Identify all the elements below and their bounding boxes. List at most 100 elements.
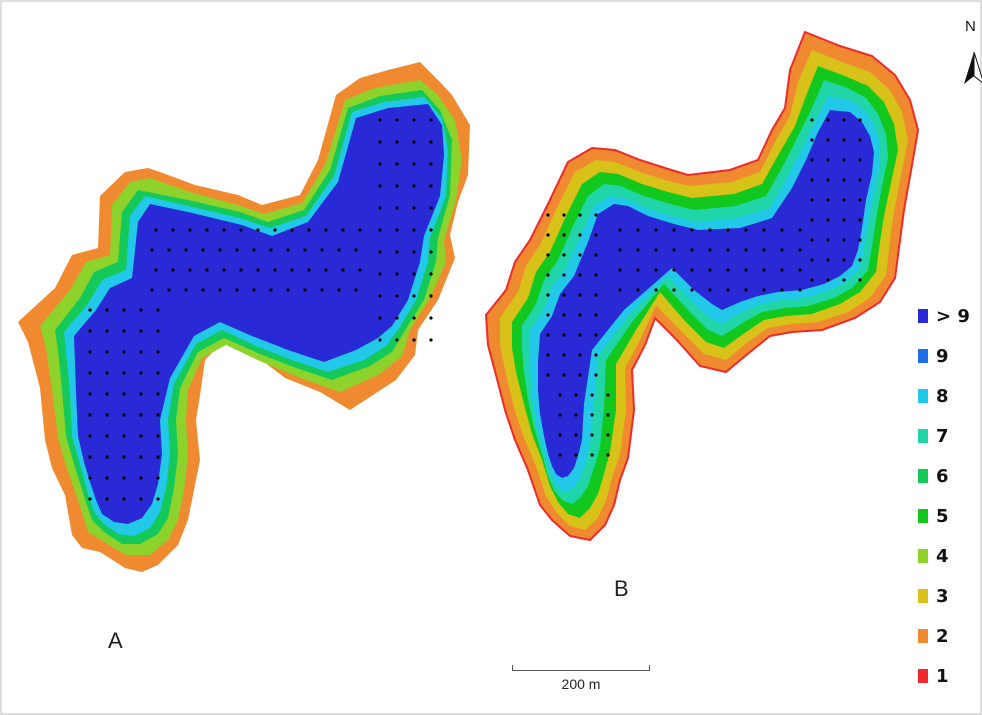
sample-point — [256, 228, 260, 232]
sample-point — [810, 238, 814, 242]
sample-point — [594, 233, 598, 237]
sample-point — [606, 413, 610, 417]
sample-point — [139, 392, 143, 396]
sample-point — [708, 228, 712, 232]
sample-point — [378, 228, 382, 232]
sample-point — [842, 238, 846, 242]
sample-point — [429, 294, 433, 298]
sample-point — [654, 268, 658, 272]
sample-point — [139, 413, 143, 417]
sample-point — [546, 353, 550, 357]
sample-point — [780, 268, 784, 272]
sample-point — [88, 434, 92, 438]
sample-point — [842, 278, 846, 282]
sample-point — [378, 118, 382, 122]
sample-point — [395, 228, 399, 232]
sample-point — [252, 288, 256, 292]
sample-point — [184, 248, 188, 252]
sample-point — [744, 228, 748, 232]
sample-point — [726, 228, 730, 232]
sample-point — [201, 288, 205, 292]
sample-point — [156, 497, 160, 501]
sample-point — [222, 268, 226, 272]
sample-point — [105, 329, 109, 333]
sample-point — [150, 288, 154, 292]
sample-point — [708, 268, 712, 272]
sample-point — [826, 138, 830, 142]
sample-point — [307, 268, 311, 272]
sample-point — [395, 316, 399, 320]
sample-point — [762, 228, 766, 232]
scale-bar-line — [512, 665, 650, 671]
legend-label: 8 — [936, 385, 949, 407]
sample-point — [105, 434, 109, 438]
legend-swatch — [918, 309, 928, 323]
sample-point — [744, 248, 748, 252]
sample-point — [618, 248, 622, 252]
sample-point — [726, 248, 730, 252]
sample-point — [88, 476, 92, 480]
sample-point — [286, 248, 290, 252]
legend-label: 3 — [936, 585, 949, 607]
sample-point — [395, 206, 399, 210]
sample-point — [574, 453, 578, 457]
legend-item: 3 — [918, 584, 949, 608]
sample-point — [324, 228, 328, 232]
sample-point — [578, 293, 582, 297]
sample-point — [546, 333, 550, 337]
legend-swatch — [918, 629, 928, 643]
sample-point — [354, 248, 358, 252]
legend-swatch — [918, 469, 928, 483]
legend-swatch — [918, 549, 928, 563]
sample-point — [590, 433, 594, 437]
legend-label: 6 — [936, 465, 949, 487]
sample-point — [594, 313, 598, 317]
sample-point — [105, 497, 109, 501]
sample-point — [842, 258, 846, 262]
sample-point — [672, 228, 676, 232]
sample-point — [574, 413, 578, 417]
legend-label: > 9 — [936, 305, 970, 327]
sample-point — [105, 350, 109, 354]
sample-point — [188, 228, 192, 232]
sample-point — [88, 413, 92, 417]
sample-point — [139, 350, 143, 354]
legend-item: 1 — [918, 664, 949, 688]
legend-swatch — [918, 389, 928, 403]
sample-point — [690, 228, 694, 232]
sample-point — [235, 288, 239, 292]
north-label: N — [965, 18, 976, 35]
sample-point — [574, 393, 578, 397]
sample-point — [412, 316, 416, 320]
sample-point — [412, 184, 416, 188]
sample-point — [546, 253, 550, 257]
panel-label-b: B — [614, 576, 629, 601]
sample-point — [590, 453, 594, 457]
sample-point — [358, 268, 362, 272]
sample-point — [378, 294, 382, 298]
sample-point — [858, 178, 862, 182]
sample-point — [798, 248, 802, 252]
sample-point — [618, 268, 622, 272]
legend-item: 7 — [918, 424, 949, 448]
legend-swatch — [918, 589, 928, 603]
sample-point — [395, 338, 399, 342]
sample-point — [358, 228, 362, 232]
sample-point — [395, 184, 399, 188]
sample-point — [654, 288, 658, 292]
sample-point — [578, 333, 582, 337]
sample-point — [762, 248, 766, 252]
sample-point — [412, 338, 416, 342]
sample-point — [590, 393, 594, 397]
sample-point — [105, 371, 109, 375]
sample-point — [337, 248, 341, 252]
sample-point — [578, 213, 582, 217]
sample-point — [858, 138, 862, 142]
legend-label: 1 — [936, 665, 949, 687]
sample-point — [546, 233, 550, 237]
sample-point — [341, 268, 345, 272]
sample-point — [842, 138, 846, 142]
legend-swatch — [918, 349, 928, 363]
sample-point — [154, 228, 158, 232]
legend-item: 4 — [918, 544, 949, 568]
